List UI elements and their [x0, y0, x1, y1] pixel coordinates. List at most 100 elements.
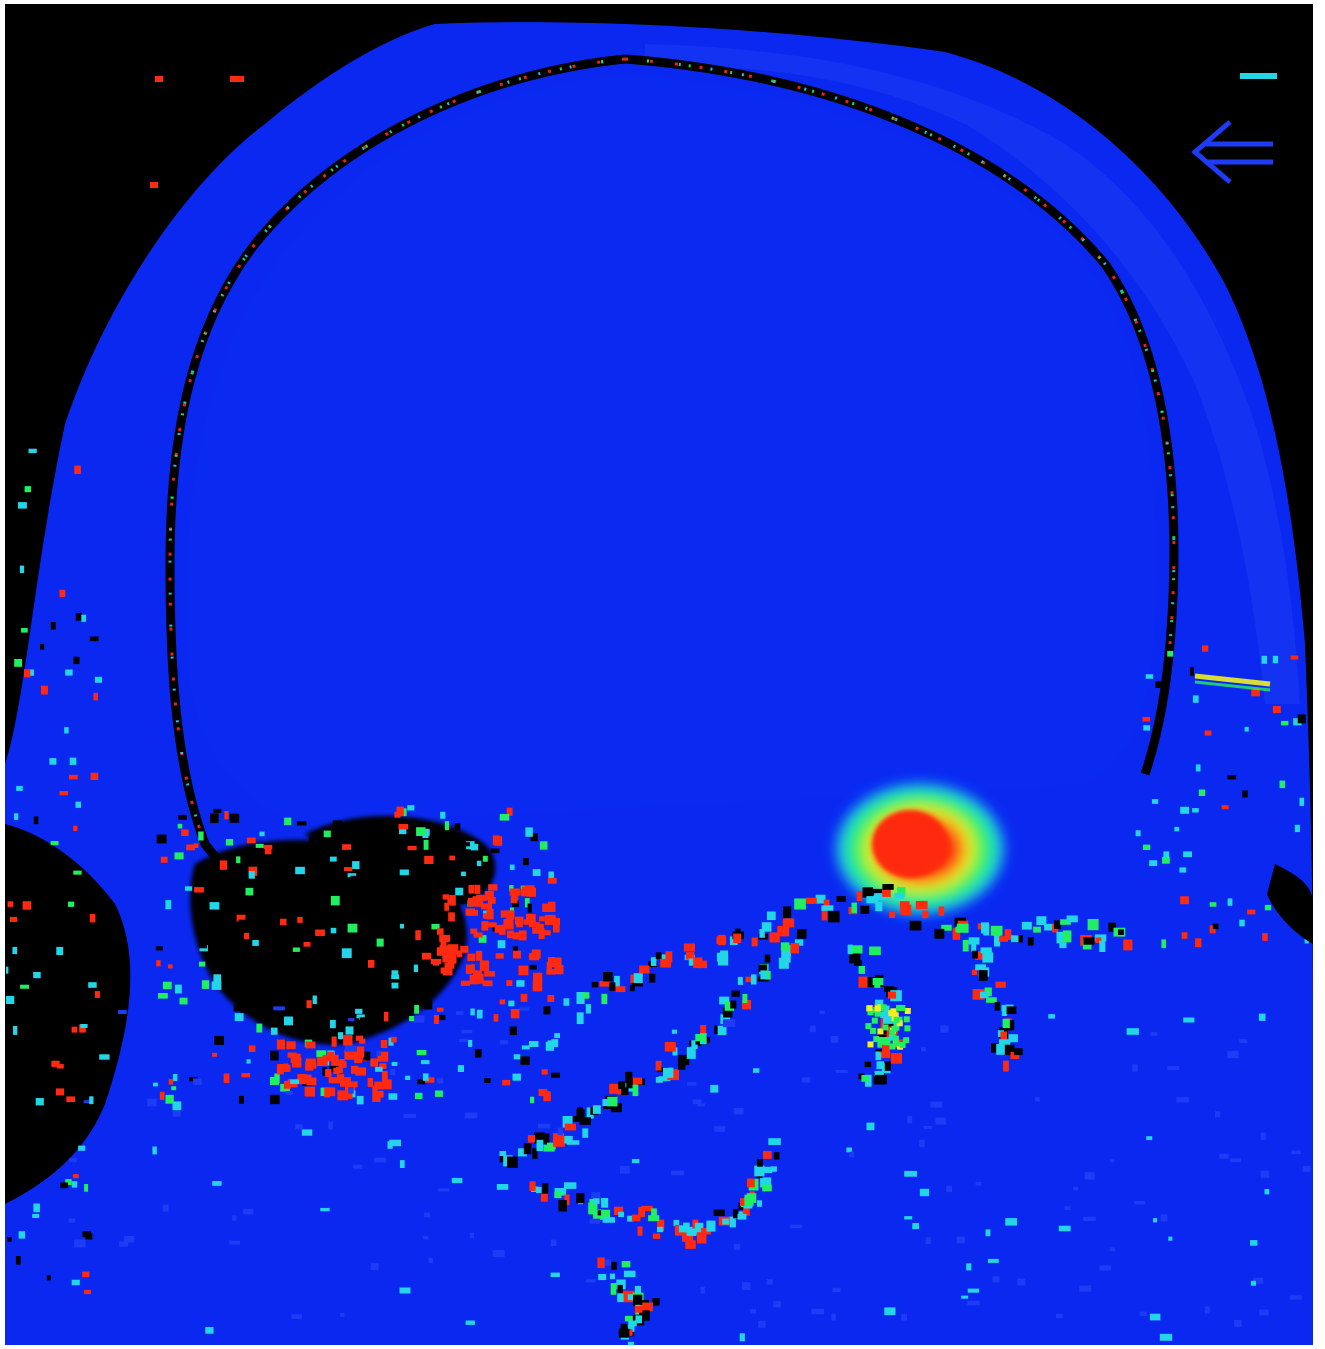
fleck — [975, 1182, 982, 1186]
edge-speckle — [1290, 655, 1299, 660]
speckle-red — [432, 959, 440, 966]
speckle-red — [447, 944, 459, 955]
edge-speckle — [1304, 937, 1309, 944]
speckle — [395, 859, 403, 867]
fleck — [438, 1188, 450, 1192]
fleck — [1153, 1218, 1158, 1223]
network-speckle — [782, 918, 795, 928]
edge-speckle — [85, 1233, 93, 1240]
speckle — [201, 980, 210, 989]
edge-speckle — [1192, 695, 1199, 703]
speckle-red — [506, 980, 513, 986]
network-speckle — [592, 1105, 601, 1114]
fleck — [1160, 1214, 1168, 1222]
fleck — [147, 1098, 157, 1107]
network-speckle — [975, 964, 986, 971]
network-speckle — [875, 901, 883, 912]
network-speckle — [971, 944, 977, 952]
speckle — [424, 855, 434, 864]
network-speckle — [536, 1186, 542, 1193]
network-speckle — [778, 957, 789, 969]
network-green — [903, 1037, 910, 1044]
speckle-red — [336, 1074, 345, 1080]
speckle-red — [481, 903, 492, 910]
speckle — [342, 844, 352, 850]
network-speckle — [637, 1226, 643, 1236]
edge-speckle — [69, 757, 77, 765]
speckle — [413, 964, 418, 972]
fleck — [831, 1313, 836, 1321]
network-speckle — [582, 992, 590, 999]
speckle — [538, 1088, 548, 1097]
network-speckle — [853, 960, 862, 966]
network-speckle — [872, 888, 883, 896]
speckle — [424, 1077, 435, 1083]
speckle — [476, 1009, 483, 1019]
speckle — [199, 944, 207, 949]
speckle — [186, 844, 195, 851]
fleck — [566, 1140, 580, 1145]
network-speckle — [743, 1205, 750, 1216]
edge-speckle — [1293, 718, 1302, 726]
network-speckle — [860, 905, 870, 914]
fleck — [987, 1258, 999, 1263]
fleck — [337, 1032, 344, 1040]
speckle-red — [439, 945, 449, 953]
fleck — [1219, 1153, 1229, 1159]
network-speckle — [628, 1320, 637, 1327]
edge-speckle — [94, 991, 100, 998]
fleck — [1260, 1170, 1270, 1178]
fleck — [1110, 1159, 1115, 1163]
network-speckle — [1004, 1044, 1015, 1055]
network-speckle — [693, 957, 703, 969]
network-speckle — [558, 1200, 567, 1212]
fleck — [1259, 1309, 1269, 1316]
network-speckle — [641, 1205, 653, 1212]
speckle-red — [333, 1067, 340, 1075]
edge-speckle — [65, 669, 73, 676]
speckle — [513, 1054, 521, 1060]
speckle — [398, 823, 409, 830]
edge-speckle — [1227, 775, 1237, 780]
speckle — [256, 1023, 263, 1033]
network-speckle — [980, 947, 992, 954]
edge-speckle — [1163, 851, 1170, 858]
network-speckle — [872, 978, 884, 986]
network-speckle — [652, 1233, 661, 1239]
fleck — [586, 1279, 596, 1283]
network-green — [899, 1005, 906, 1011]
fleck — [930, 1101, 943, 1108]
network-speckle — [737, 976, 743, 985]
speckle — [223, 1073, 230, 1084]
edge-speckle — [15, 1256, 21, 1265]
fleck — [919, 1139, 925, 1147]
speckle — [234, 1013, 244, 1022]
network-speckle — [999, 936, 1008, 942]
fleck — [733, 1108, 744, 1115]
fleck — [1289, 1295, 1302, 1300]
fleck — [686, 1228, 697, 1236]
speckle — [284, 1016, 293, 1026]
speckle — [210, 813, 219, 824]
speckle-red — [374, 1081, 382, 1088]
speckle — [372, 898, 380, 908]
speckle — [525, 827, 533, 837]
speckle — [478, 935, 487, 943]
speckle-red — [379, 1063, 387, 1069]
edge-speckle — [7, 901, 14, 907]
stray-dots — [150, 76, 244, 188]
edge-speckle — [8, 966, 14, 976]
edge-speckle — [32, 1213, 40, 1218]
network-speckle — [899, 901, 910, 912]
speckle — [423, 839, 429, 850]
network-speckle — [1087, 919, 1099, 931]
speckle — [236, 914, 246, 922]
network-speckle — [1008, 1034, 1018, 1043]
speckle — [172, 1074, 178, 1082]
speckle-red — [372, 1085, 378, 1097]
speckle — [330, 1019, 336, 1029]
network-speckle — [790, 943, 800, 954]
speckle — [506, 807, 513, 816]
network-speckle — [962, 940, 969, 952]
network-speckle — [523, 1143, 532, 1155]
